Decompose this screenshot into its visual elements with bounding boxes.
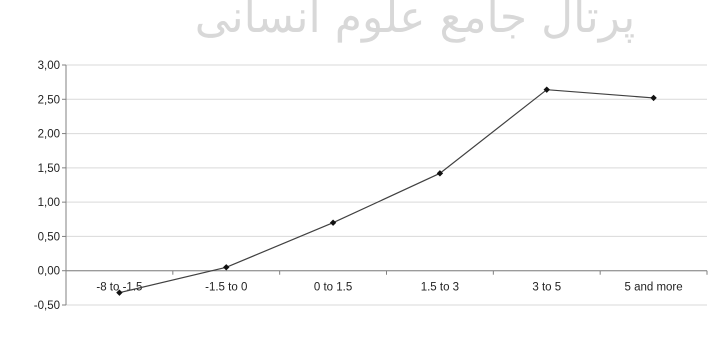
data-point-marker bbox=[650, 94, 657, 102]
data-point-marker bbox=[223, 264, 230, 271]
x-tick-label: 5 and more bbox=[624, 282, 682, 294]
data-point-marker bbox=[436, 170, 444, 177]
x-tick-label: 3 to 5 bbox=[532, 282, 561, 294]
series bbox=[116, 86, 657, 296]
x-tick-label: -1.5 to 0 bbox=[205, 282, 247, 294]
y-tick-label: 1,50 bbox=[38, 163, 60, 175]
y-tick-label: 0,50 bbox=[38, 231, 60, 243]
y-tick-label: 1,00 bbox=[38, 197, 60, 209]
x-tick-label: -8 to -1.5 bbox=[96, 282, 142, 294]
y-tick-label: 3,00 bbox=[38, 60, 60, 72]
watermark: پرتال جامع علوم انسانی bbox=[195, 0, 636, 43]
x-tick-label: 1.5 to 3 bbox=[421, 282, 459, 294]
y-tick-label: 0,00 bbox=[38, 266, 60, 278]
y-axis-ticks: -0,50 0,00 0,50 1,00 1,50 2,00 2,50 3,00 bbox=[34, 60, 60, 312]
data-point-marker bbox=[329, 219, 337, 226]
y-tick-label: -0,50 bbox=[34, 300, 60, 312]
y-tick-label: 2,00 bbox=[38, 129, 60, 141]
x-axis-ticks: -8 to -1.5 -1.5 to 0 0 to 1.5 1.5 to 3 3 to … bbox=[96, 282, 682, 294]
data-point-marker bbox=[116, 289, 123, 296]
gridlines bbox=[66, 64, 707, 306]
x-tick-label: 0 to 1.5 bbox=[314, 282, 352, 294]
y-tick-label: 2,50 bbox=[38, 94, 60, 106]
data-point-marker bbox=[543, 86, 550, 93]
series-line bbox=[119, 89, 654, 294]
axes bbox=[62, 64, 708, 306]
